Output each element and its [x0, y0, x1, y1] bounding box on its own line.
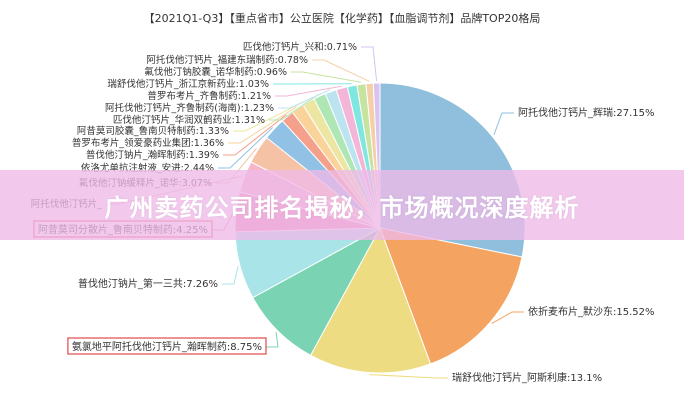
leader-line: [493, 112, 514, 136]
leader-line: [269, 93, 320, 121]
leader-line: [233, 99, 308, 132]
slice-label: 普罗布考片_齐鲁制药:1.21%: [147, 90, 271, 102]
slice-label: 瑞舒伐他汀钙片_浙江京新药业:1.03%: [107, 78, 269, 90]
slice-label: 普罗布考片_领爱豪药业集团:1.36%: [72, 137, 224, 149]
leader-line: [266, 331, 279, 348]
slice-label: 瑞舒伐他汀钙片_阿斯利康:13.1%: [452, 371, 602, 384]
pie-slice: [379, 227, 523, 365]
slice-label: 匹伐他汀钙片_兴和:0.71%: [243, 41, 357, 53]
leader-line: [291, 71, 362, 83]
slice-label: 阿昔莫司胶囊_鲁南贝特制药:1.33%: [77, 125, 229, 137]
leader-line: [222, 266, 239, 285]
slice-label: 普伐他汀钠片_瀚晖制药:1.39%: [86, 149, 219, 161]
leader-line: [491, 311, 524, 325]
slice-label: 氟伐他汀钠胶囊_诺华制药:0.96%: [144, 66, 287, 78]
leader-line: [228, 106, 297, 144]
leader-line: [361, 46, 378, 82]
slice-label: 阿托伐他汀钙片_辉瑞:27.15%: [518, 106, 655, 119]
leader-line: [312, 59, 370, 82]
leader-line: [278, 89, 331, 109]
leader-line: [223, 114, 287, 156]
slice-label: 普伐他汀钠片_第一三共:7.26%: [78, 277, 218, 290]
leader-line: [369, 374, 448, 379]
leader-line: [218, 127, 274, 169]
slice-label: 匹伐他汀钙片_华润双鹤药业:1.31%: [113, 114, 265, 126]
slice-label: 依折麦布片_默沙东:15.52%: [528, 305, 655, 318]
slice-label: 阿托伐他汀钙片_齐鲁制药(海南):1.23%: [105, 102, 274, 114]
highlight-box: [67, 337, 267, 355]
slice-label: 氨氯地平阿托伐他汀钙片_瀚晖制药:8.75%: [72, 340, 262, 353]
overlay-banner: 广州卖药公司排名揭秘，市场概况深度解析: [0, 170, 684, 240]
pie-slice: [252, 226, 382, 356]
pie-slice: [309, 226, 432, 374]
overlay-headline: 广州卖药公司排名揭秘，市场概况深度解析: [104, 193, 580, 222]
slice-label: 阿托伐他汀钙片_福建东瑞制药:0.78%: [146, 54, 308, 66]
chart-title: 【2021Q1-Q3】【重点省市】公立医院【化学药】【血脂调节剂】品牌TOP20…: [143, 12, 541, 25]
leader-line: [275, 85, 342, 97]
